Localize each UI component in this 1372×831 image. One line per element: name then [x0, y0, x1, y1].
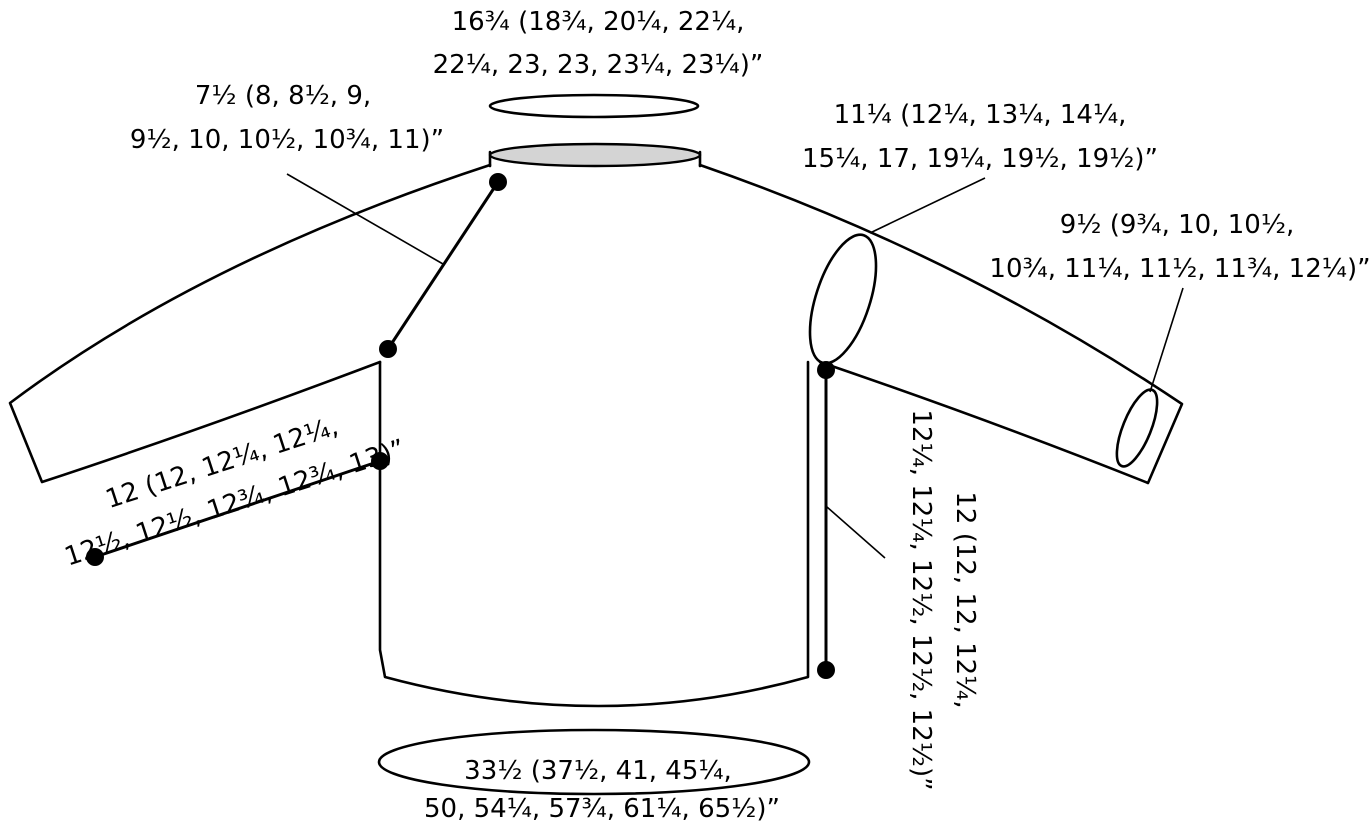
raglan-depth-label-line1: 7½ (8, 8½, 9,: [195, 81, 371, 111]
upper-arm-label-line2: 15¼, 17, 19¼, 19½, 19½)”: [802, 144, 1158, 174]
sleeve-cuff-dot: [86, 548, 104, 566]
raglan-top-dot: [489, 173, 507, 191]
upper-arm-leader-line: [869, 177, 986, 234]
sleeve-underarm-dot: [371, 452, 389, 470]
neck-circumference-label-line2: 22¼, 23, 23, 23¼, 23¼)”: [433, 50, 764, 80]
cuff-label-line2: 10¾, 11¼, 11½, 11¾, 12¼)”: [989, 254, 1370, 284]
neck-opening: [488, 142, 702, 168]
neck-circumference-label-line1: 16¾ (18¾, 20¼, 22¼,: [452, 7, 745, 37]
body-length-label-line2: 12¼, 12¼, 12½, 12½, 12½)”: [906, 409, 936, 790]
hip-circumference-label-line1: 33½ (37½, 41, 45¼,: [464, 756, 732, 786]
body-length-label: 12 (12, 12, 12¼, 12¼, 12¼, 12½, 12½, 12½…: [906, 409, 980, 790]
neck-circumference-oval: [488, 93, 700, 119]
cuff-ellipse: [1115, 388, 1159, 468]
sleeve-length-label: 12 (12, 12¼, 12¼, 12½, 12½, 12¾, 12¾, 13…: [61, 412, 409, 573]
raglan-depth-dimension-line: [386, 181, 500, 350]
hip-circumference-oval: [377, 728, 811, 796]
left-sleeve-outline: [8, 163, 492, 484]
body-hem-dot: [817, 661, 835, 679]
body-underarm-dot: [817, 361, 835, 379]
upper-arm-ellipse: [808, 233, 878, 365]
cuff-leader-line: [1149, 287, 1184, 393]
body-length-leader-line: [826, 506, 886, 559]
upper-arm-label-line1: 11¼ (12¼, 13¼, 14¼,: [834, 100, 1127, 130]
raglan-depth-label-line2: 9½, 10, 10½, 10¾, 11)”: [130, 125, 444, 155]
hip-circumference-label-line2: 50, 54¼, 57¾, 61¼, 65½)”: [424, 794, 780, 824]
cuff-label-line1: 9½ (9¾, 10, 10½,: [1060, 210, 1295, 240]
body-outline: [378, 360, 810, 708]
raglan-leader-line: [286, 173, 444, 265]
sleeve-length-dimension-line: [94, 459, 381, 559]
right-sleeve-outline: [698, 163, 1184, 485]
body-length-label-line1: 12 (12, 12, 12¼,: [950, 491, 980, 708]
raglan-bottom-dot: [379, 340, 397, 358]
